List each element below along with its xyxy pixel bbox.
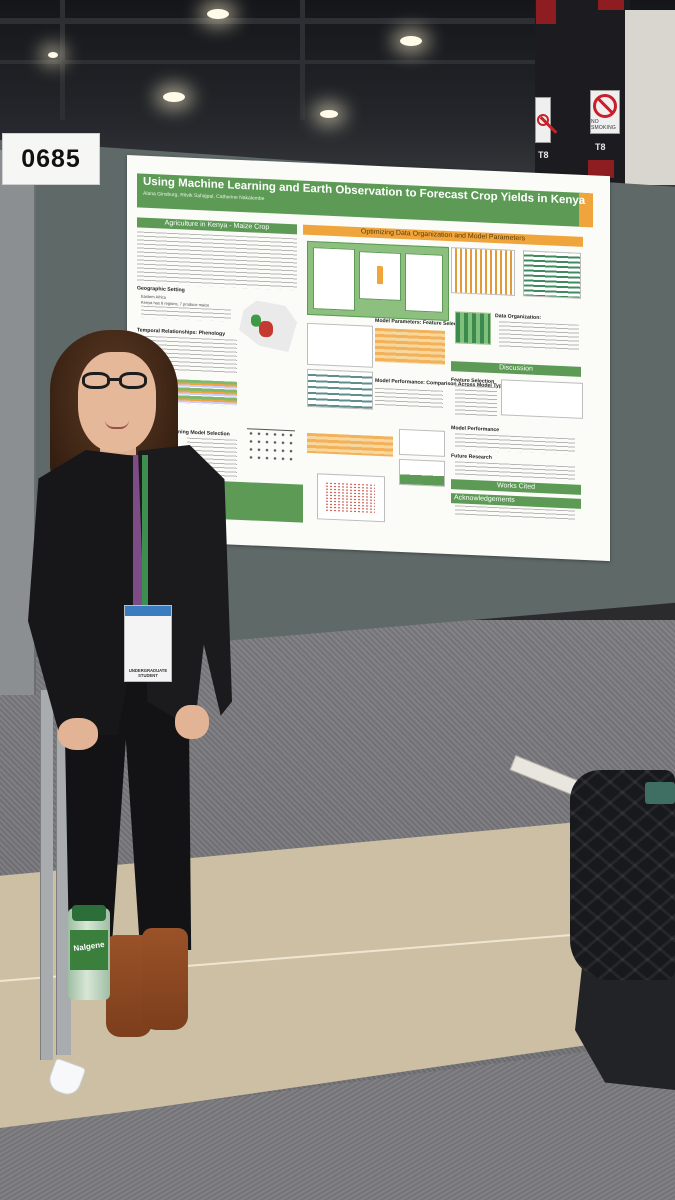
- flowchart-step: [313, 247, 355, 311]
- ceiling-truss: [60, 0, 65, 120]
- flowchart-highlight: [377, 265, 383, 285]
- ceiling-light: [400, 36, 422, 46]
- bottle-label: [70, 930, 108, 970]
- future-research-text: [455, 461, 575, 481]
- green-lanyard: [142, 455, 148, 615]
- ceiling-light: [207, 9, 229, 19]
- board-leg: [40, 690, 53, 1060]
- column-sign: [588, 160, 614, 178]
- no-smoking-label: NO SMOKING: [591, 118, 617, 131]
- column-label: T8: [595, 142, 606, 152]
- research-question-box: [215, 480, 303, 523]
- glasses-lens: [82, 372, 110, 389]
- right-boot: [142, 928, 188, 1030]
- no-smoking-sign: NO SMOKING: [590, 90, 620, 134]
- intro-text: [137, 231, 297, 291]
- box-plot-chart: [451, 247, 515, 296]
- bottle-cap: [72, 905, 106, 921]
- ceiling-light: [48, 52, 58, 58]
- badge-label: UNDERGRADUATE STUDENT: [128, 668, 168, 678]
- face: [78, 352, 156, 452]
- ceiling-light: [320, 110, 338, 118]
- column-sign: [598, 0, 624, 10]
- background-wall: [625, 10, 675, 185]
- booth-number-tag: 0685: [2, 133, 100, 185]
- ceiling-truss: [300, 0, 305, 120]
- no-smoking-sign: [535, 97, 551, 143]
- rmse-chart: [399, 458, 445, 487]
- glasses-bridge: [109, 378, 119, 381]
- name-badge: UNDERGRADUATE STUDENT: [124, 605, 172, 682]
- scatter-points: [325, 481, 375, 514]
- eyeglasses: [82, 372, 152, 392]
- no-smoking-icon: [537, 114, 549, 126]
- data-organization-subhead: Data Organization:: [495, 313, 542, 322]
- geo-text: [141, 305, 231, 322]
- r2-chart: [399, 428, 445, 457]
- bag-tag: [645, 782, 675, 804]
- metrics-table: [375, 327, 445, 365]
- model-parameters-subhead: Model Parameters: Feature Selection: [375, 317, 467, 328]
- university-logo: [532, 213, 578, 225]
- decision-tree-diagram: [247, 428, 295, 462]
- badge-header-strip: [125, 606, 171, 616]
- map-region-green: [251, 314, 261, 327]
- puffer-jacket: [570, 770, 675, 980]
- model-performance-text-2: [455, 433, 575, 455]
- performance-table: [307, 432, 393, 457]
- no-smoking-icon: [593, 93, 617, 118]
- column-sign: [536, 0, 556, 24]
- bar-chart-mini: [307, 368, 373, 410]
- geographic-subhead: Geographic Setting: [137, 285, 185, 294]
- heatmap: [455, 311, 491, 345]
- bar-chart-right: [523, 250, 581, 299]
- glasses-lens: [119, 372, 147, 389]
- smile: [105, 420, 129, 429]
- ceiling-truss: [0, 18, 540, 24]
- black-blazer: [138, 445, 232, 730]
- ceiling-light: [163, 92, 185, 102]
- map-region-red: [259, 320, 273, 338]
- feature-importance-chart: [307, 322, 373, 368]
- data-organization-text: [499, 321, 579, 351]
- ceiling-truss: [0, 60, 540, 64]
- right-hand: [175, 705, 209, 739]
- flowchart-step: [405, 253, 443, 313]
- column-label: T8: [538, 150, 549, 160]
- model-performance-text: [375, 387, 443, 409]
- feature-selection-text: [455, 385, 497, 418]
- conditions-chart: [501, 379, 583, 419]
- future-research-subhead: Future Research: [451, 453, 492, 461]
- model-performance-subhead-2: Model Performance: [451, 425, 500, 434]
- left-hand: [58, 718, 98, 750]
- section-header-discussion: Discussion: [451, 361, 581, 377]
- section-header-works-cited: Works Cited: [451, 479, 581, 495]
